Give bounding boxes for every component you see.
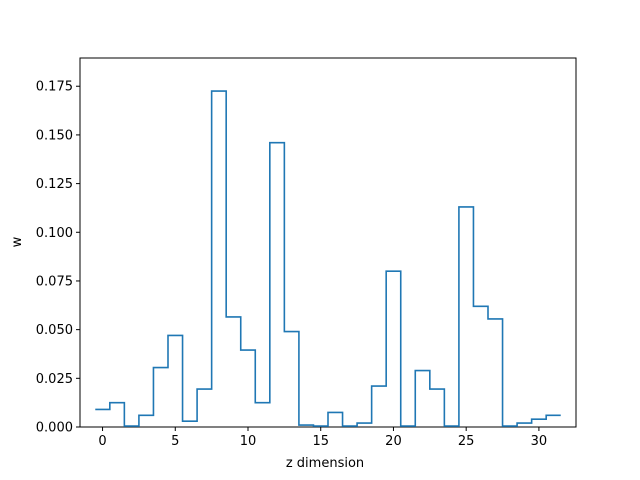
x-tick-label: 20 xyxy=(385,434,402,449)
x-axis-title: z dimension xyxy=(286,456,364,471)
x-tick-label: 25 xyxy=(458,434,475,449)
series-layer xyxy=(95,90,561,427)
y-tick-label: 0.125 xyxy=(36,177,73,192)
x-axis: 0 5 10 15 20 25 30 xyxy=(98,427,547,449)
y-tick-label: 0.150 xyxy=(36,128,73,143)
x-tick-label: 10 xyxy=(240,434,257,449)
y-tick-label: 0.025 xyxy=(36,372,73,387)
y-tick-label: 0.075 xyxy=(36,274,73,289)
y-tick-label: 0.100 xyxy=(36,226,73,241)
x-tick-label: 5 xyxy=(171,434,179,449)
y-tick-label: 0.050 xyxy=(36,323,73,338)
x-tick-label: 0 xyxy=(98,434,106,449)
step-line-series xyxy=(95,90,561,427)
x-tick-label: 15 xyxy=(312,434,329,449)
x-tick-label: 30 xyxy=(531,434,548,449)
y-axis: 0.000 0.025 0.050 0.075 0.100 0.125 0.150 0.175 xyxy=(36,80,80,436)
y-tick-label: 0.175 xyxy=(36,80,73,95)
y-axis-title: w xyxy=(10,236,25,247)
y-tick-label: 0.000 xyxy=(36,421,73,436)
plot-frame xyxy=(79,57,577,428)
axes-spines xyxy=(79,57,577,428)
